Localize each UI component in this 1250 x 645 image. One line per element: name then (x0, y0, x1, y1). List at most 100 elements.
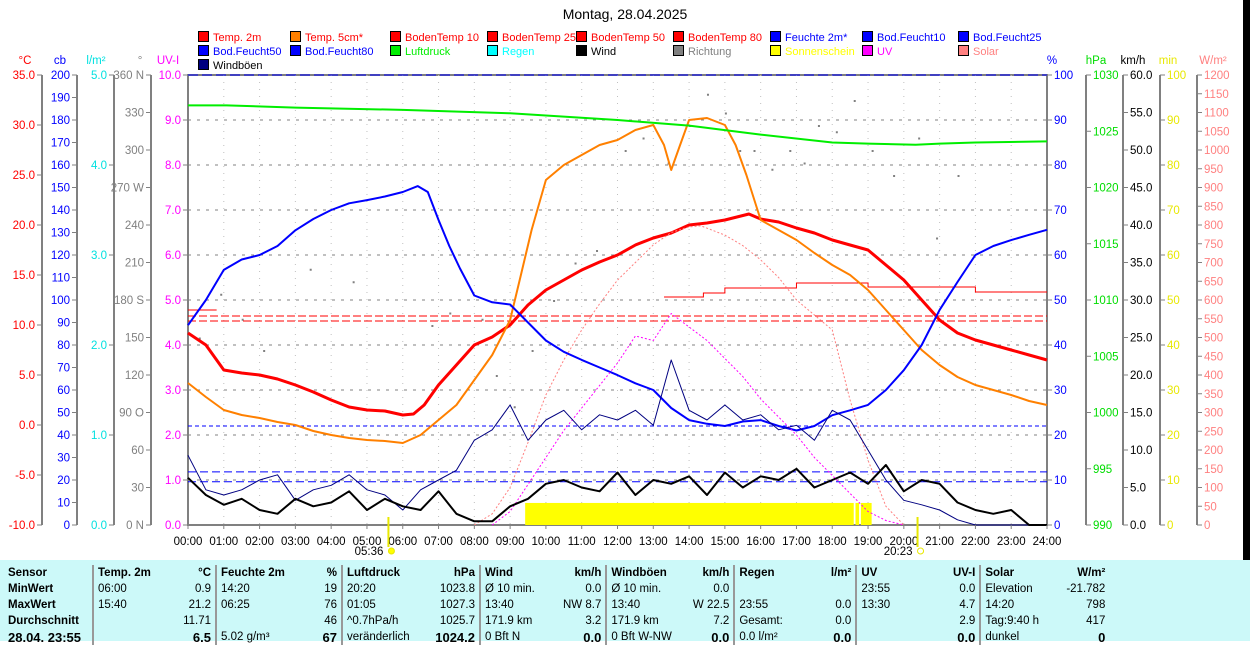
stats-cell: Solar (985, 567, 1015, 579)
axis-tick-label: 650 (1204, 276, 1223, 288)
legend-label: Bod.Feucht25 (973, 32, 1042, 44)
stats-cell: 0.0 l/m² (739, 631, 778, 643)
axis-tick-label: 10.0 (159, 70, 181, 82)
x-tick-label: 20:00 (889, 536, 918, 548)
direction-point (706, 93, 709, 96)
axis-tick-label: 35.0 (1130, 258, 1152, 270)
direction-point (957, 175, 960, 177)
axis-tick-label: 0.0 (91, 520, 107, 532)
legend-label: Luftdruck (405, 46, 451, 58)
x-tick-label: 13:00 (639, 536, 668, 548)
axis-tick-label: 0 (1204, 520, 1210, 532)
legend-swatch (198, 45, 209, 56)
stats-cell: 0.9 (177, 581, 217, 597)
axis-tick-label: 1025 (1093, 126, 1119, 138)
axis-tick-label: 20 (57, 475, 70, 487)
direction-point (893, 175, 896, 177)
axis-tick-label: 4.0 (91, 160, 107, 172)
axis-tick-label: 850 (1204, 201, 1223, 213)
stats-cell: l/m² (815, 565, 858, 581)
axis-tick-label: 70 (57, 363, 70, 375)
axis-tick-label: 60 (57, 385, 70, 397)
stats-cell: 23:55 (861, 583, 891, 595)
stats-cell (815, 581, 858, 597)
stats-cell: 21.2 (177, 597, 217, 613)
stats-cell: Tag:9:40 h (985, 615, 1040, 627)
direction-point (871, 150, 874, 152)
legend-item: Wind (576, 45, 616, 58)
stats-cell: hPa (431, 565, 481, 581)
legend-label: BodenTemp 25 (502, 32, 576, 44)
axis-tick-label: 350 (1204, 389, 1223, 401)
stats-cell: 0 Bft W-NW (611, 631, 672, 643)
stats-cell (93, 629, 177, 645)
axis-unit-sun: min (1159, 55, 1178, 67)
x-tick-label: 17:00 (782, 536, 811, 548)
sun-outline-icon (917, 547, 925, 555)
direction-point (753, 150, 756, 152)
stats-cell: Feuchte 2m (221, 567, 285, 579)
x-tick-label: 08:00 (460, 536, 489, 548)
chart-title: Montag, 28.04.2025 (562, 6, 688, 22)
legend-item: BodenTemp 10 (390, 31, 479, 44)
x-tick-label: 18:00 (818, 536, 847, 548)
axis-tick-label: 40 (1054, 340, 1067, 352)
axis-tick-label: 30 (131, 483, 144, 495)
axis-tick-label: 30.0 (13, 120, 35, 132)
axis-tick-label: 1000 (1093, 408, 1119, 420)
axis-unit-temp: °C (19, 55, 32, 67)
stats-cell: 0.0 (935, 581, 982, 597)
axis-tick-label: 15.0 (13, 270, 35, 282)
stats-cell: 7.2 (687, 613, 736, 629)
axis-tick-label: 150 (1204, 464, 1223, 476)
legend-item: Richtung (673, 45, 731, 58)
axis-tick-label: 90 (57, 318, 70, 330)
legend-item: Temp. 2m (198, 31, 261, 44)
axis-tick-label: 300 (1204, 408, 1223, 420)
direction-point (789, 150, 792, 152)
legend-label: Regen (502, 46, 535, 58)
axis-tick-label: 60.0 (1130, 70, 1152, 82)
legend-swatch (958, 31, 969, 42)
legend-item: Luftdruck (390, 45, 450, 58)
x-tick-label: 03:00 (281, 536, 310, 548)
axis-tick-label: 400 (1204, 370, 1223, 382)
legend-item: UV (862, 45, 892, 58)
legend-swatch (390, 31, 401, 42)
axis-tick-label: 1150 (1204, 89, 1229, 101)
legend-item: BodenTemp 25 (487, 31, 576, 44)
stats-row: MaxWert 15:40 21.2 06:25 76 01:05 1027.3 13:40 N… (4, 597, 1109, 613)
axis-tick-label: 10.0 (1130, 445, 1152, 457)
stats-cell: 20:20 (347, 583, 376, 595)
stats-row: Sensor Temp. 2m °C Feuchte 2m% Luftdruck hPa W… (4, 565, 1109, 581)
x-tick-label: 23:00 (997, 536, 1026, 548)
axis-tick-label: 10.0 (13, 320, 35, 332)
stats-cell: Temp. 2m (98, 567, 151, 579)
stats-cell: ^0.7hPa/h (347, 615, 399, 627)
axis-tick-label: 0 (64, 520, 70, 532)
axis-tick-label: 7.0 (165, 205, 181, 217)
axis-tick-label: 100 (1204, 483, 1223, 495)
stats-cell (216, 613, 305, 629)
axis-tick-label: 270 W (111, 183, 144, 195)
stats-cell: 14:20 (985, 599, 1015, 611)
axis-tick-label: 35.0 (13, 70, 35, 82)
legend-label: Bod.Feucht10 (877, 32, 946, 44)
legend-item: Temp. 5cm* (290, 31, 363, 44)
stats-cell (856, 629, 935, 645)
legend-label: Sonnenschein (785, 46, 855, 58)
legend-label: Feuchte 2m* (785, 32, 848, 44)
axis-tick-label: 180 S (114, 295, 144, 307)
legend-swatch (576, 31, 587, 42)
axis-tick-label: 60 (131, 445, 144, 457)
legend-label: Windböen (213, 60, 263, 72)
legend-label: Richtung (688, 46, 732, 58)
stats-cell: 23:55 (739, 599, 769, 611)
axis-tick-label: 80 (1167, 160, 1180, 172)
stats-cell: 417 (1086, 615, 1106, 627)
legend-swatch (770, 31, 781, 42)
legend-swatch (862, 45, 873, 56)
stats-cell: 6.5 (177, 629, 217, 645)
axis-tick-label: 15.0 (1130, 408, 1152, 420)
axis-tick-label: 2.0 (165, 430, 181, 442)
